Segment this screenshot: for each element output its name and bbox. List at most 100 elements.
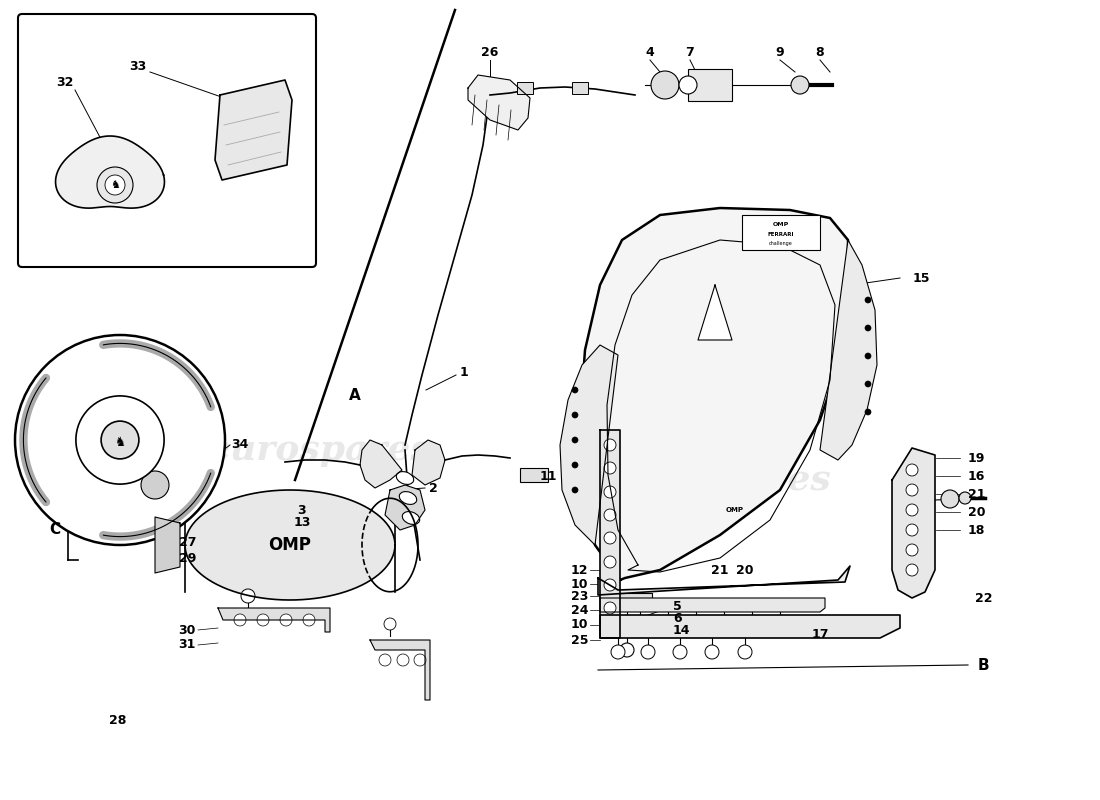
Polygon shape	[598, 566, 850, 595]
Text: B: B	[978, 658, 990, 673]
Circle shape	[572, 387, 578, 393]
Circle shape	[414, 654, 426, 666]
Circle shape	[906, 504, 918, 516]
Circle shape	[101, 421, 139, 459]
Circle shape	[641, 645, 654, 659]
Circle shape	[679, 76, 697, 94]
Text: 28: 28	[109, 714, 126, 726]
Text: 4: 4	[646, 46, 654, 58]
Circle shape	[791, 76, 808, 94]
Text: 13: 13	[294, 517, 310, 530]
Circle shape	[865, 381, 871, 387]
Polygon shape	[892, 448, 935, 598]
Circle shape	[384, 618, 396, 630]
Text: OMP: OMP	[773, 222, 789, 227]
Polygon shape	[412, 440, 446, 485]
Text: 32: 32	[56, 77, 74, 90]
Circle shape	[104, 175, 125, 195]
Circle shape	[651, 71, 679, 99]
Text: 31: 31	[178, 638, 196, 651]
Polygon shape	[155, 517, 180, 573]
Circle shape	[620, 643, 634, 657]
Text: 18: 18	[968, 523, 986, 537]
Circle shape	[959, 492, 971, 504]
Text: A: A	[349, 387, 361, 402]
Text: 9: 9	[776, 46, 784, 58]
Text: 23: 23	[571, 590, 588, 602]
Circle shape	[604, 556, 616, 568]
Circle shape	[379, 654, 390, 666]
Polygon shape	[600, 598, 825, 612]
Text: 20: 20	[736, 563, 754, 577]
Circle shape	[604, 486, 616, 498]
Circle shape	[604, 439, 616, 451]
Circle shape	[604, 532, 616, 544]
Text: 12: 12	[571, 563, 588, 577]
Bar	[610, 593, 652, 603]
Text: FERRARI: FERRARI	[768, 231, 794, 237]
Circle shape	[397, 654, 409, 666]
Text: 26: 26	[482, 46, 498, 58]
Text: 24: 24	[571, 603, 588, 617]
Text: 1: 1	[460, 366, 469, 378]
Circle shape	[738, 645, 752, 659]
Polygon shape	[360, 440, 401, 488]
Circle shape	[906, 524, 918, 536]
Bar	[688, 69, 732, 101]
Circle shape	[302, 614, 315, 626]
Circle shape	[906, 544, 918, 556]
Polygon shape	[370, 640, 430, 700]
Bar	[742, 215, 820, 250]
Polygon shape	[385, 485, 425, 530]
Circle shape	[234, 614, 246, 626]
Text: 15: 15	[913, 271, 931, 285]
Circle shape	[865, 353, 871, 359]
Text: ♞: ♞	[110, 180, 120, 190]
Text: 21: 21	[968, 487, 986, 501]
Text: ♞: ♞	[114, 435, 125, 449]
Circle shape	[906, 464, 918, 476]
Text: 19: 19	[968, 451, 986, 465]
Circle shape	[865, 325, 871, 331]
Text: 22: 22	[975, 591, 992, 605]
Ellipse shape	[396, 471, 414, 485]
Circle shape	[610, 645, 625, 659]
Circle shape	[76, 396, 164, 484]
Text: eurospares: eurospares	[208, 433, 432, 467]
Bar	[572, 82, 588, 94]
Circle shape	[572, 462, 578, 468]
Text: 5: 5	[673, 599, 682, 613]
Polygon shape	[55, 136, 165, 208]
Ellipse shape	[399, 491, 417, 505]
Text: C: C	[50, 522, 60, 538]
Text: OMP: OMP	[726, 507, 744, 513]
Circle shape	[865, 409, 871, 415]
Polygon shape	[214, 80, 292, 180]
Polygon shape	[600, 615, 900, 638]
Circle shape	[906, 564, 918, 576]
Polygon shape	[820, 240, 877, 460]
Polygon shape	[218, 608, 330, 632]
Circle shape	[257, 614, 270, 626]
Circle shape	[572, 437, 578, 443]
Circle shape	[321, 509, 339, 527]
Circle shape	[906, 484, 918, 496]
Circle shape	[604, 602, 616, 614]
Circle shape	[604, 462, 616, 474]
Text: 2: 2	[429, 482, 438, 494]
Text: 33: 33	[130, 59, 146, 73]
Text: 27: 27	[178, 535, 196, 549]
Circle shape	[572, 412, 578, 418]
Circle shape	[141, 471, 169, 499]
Text: 10: 10	[571, 578, 588, 590]
Text: 7: 7	[685, 46, 694, 58]
Text: 17: 17	[812, 629, 828, 642]
Polygon shape	[185, 490, 395, 600]
Text: 25: 25	[571, 634, 588, 646]
Circle shape	[15, 335, 225, 545]
Circle shape	[280, 614, 292, 626]
Text: 29: 29	[178, 551, 196, 565]
Text: 14: 14	[673, 623, 691, 637]
Bar	[520, 468, 548, 482]
Text: 3: 3	[298, 503, 306, 517]
